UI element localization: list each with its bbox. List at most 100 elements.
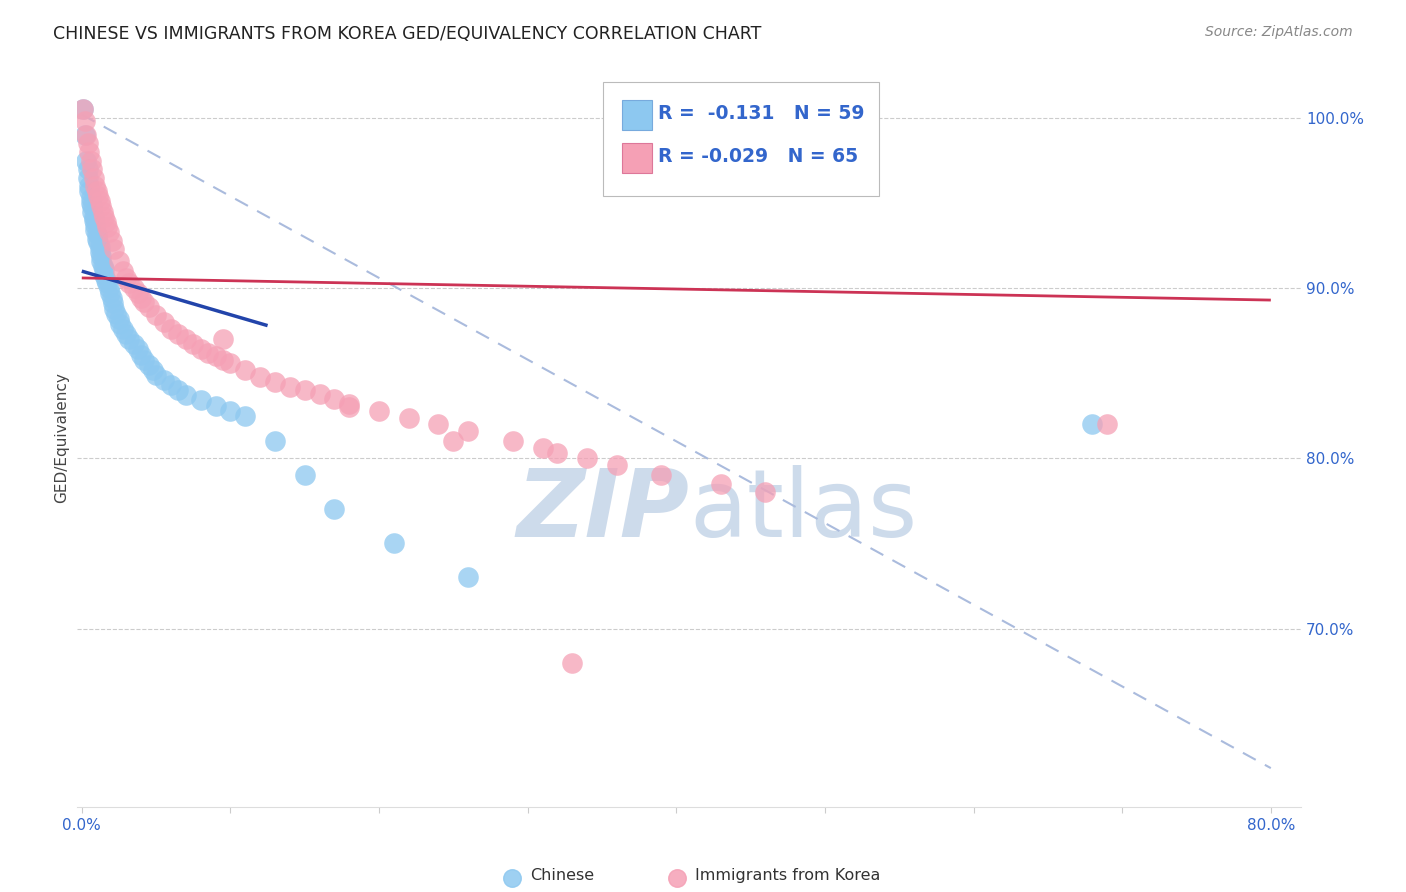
Point xyxy=(86,227,108,241)
Point xyxy=(145,368,167,382)
Text: Immigrants from Korea: Immigrants from Korea xyxy=(695,868,880,883)
Point xyxy=(294,468,316,483)
Point xyxy=(134,352,156,367)
Point xyxy=(152,315,174,329)
Point xyxy=(82,161,104,176)
Point xyxy=(754,485,776,500)
Point xyxy=(77,179,100,194)
Point xyxy=(94,215,117,229)
Point xyxy=(457,424,479,438)
Point xyxy=(323,392,346,406)
Point xyxy=(75,153,97,168)
Point xyxy=(576,451,599,466)
Y-axis label: GED/Equivalency: GED/Equivalency xyxy=(53,372,69,502)
Point xyxy=(167,384,190,398)
Point xyxy=(127,343,149,357)
Point xyxy=(76,136,98,151)
Point xyxy=(90,199,112,213)
Point xyxy=(84,223,107,237)
Text: atlas: atlas xyxy=(689,465,917,558)
Point xyxy=(100,234,122,248)
Bar xyxy=(621,100,652,130)
Point xyxy=(89,240,111,254)
Point xyxy=(101,296,124,310)
Point xyxy=(84,218,107,232)
Point xyxy=(115,271,138,285)
Text: R = -0.029   N = 65: R = -0.029 N = 65 xyxy=(658,147,859,166)
Point xyxy=(72,103,94,117)
Point xyxy=(219,356,242,370)
Point xyxy=(233,409,256,423)
Point xyxy=(650,468,672,483)
Point xyxy=(86,232,108,246)
Point xyxy=(93,210,115,224)
Point xyxy=(75,128,97,142)
Point xyxy=(398,410,420,425)
Point xyxy=(152,373,174,387)
Point xyxy=(308,386,330,401)
Point xyxy=(83,210,105,224)
Point xyxy=(441,434,464,449)
Point xyxy=(122,337,145,351)
Text: ZIP: ZIP xyxy=(516,465,689,558)
Point xyxy=(80,191,103,205)
Point xyxy=(323,502,346,516)
FancyBboxPatch shape xyxy=(603,82,879,196)
Point xyxy=(127,286,149,301)
Point xyxy=(174,332,197,346)
Point xyxy=(73,128,96,142)
Point xyxy=(87,235,110,250)
Point xyxy=(93,268,115,282)
Point xyxy=(337,397,360,411)
Point xyxy=(457,570,479,584)
Point xyxy=(142,363,165,377)
Point xyxy=(212,332,235,346)
Point xyxy=(77,145,100,159)
Point xyxy=(138,358,160,372)
Point xyxy=(103,242,125,256)
Point xyxy=(93,262,115,277)
Point xyxy=(91,204,114,219)
Point xyxy=(90,254,112,268)
Point xyxy=(110,317,132,331)
Point xyxy=(546,446,568,460)
Point xyxy=(710,476,733,491)
Point xyxy=(108,254,131,268)
Point xyxy=(160,322,183,336)
Bar xyxy=(621,143,652,173)
Point xyxy=(249,369,271,384)
Point xyxy=(204,399,226,413)
Point xyxy=(103,301,125,316)
Point xyxy=(1097,417,1119,432)
Point xyxy=(160,378,183,392)
Point xyxy=(204,349,226,363)
Point xyxy=(233,363,256,377)
Point xyxy=(72,103,94,117)
Point xyxy=(294,384,316,398)
Point xyxy=(145,309,167,323)
Point xyxy=(96,276,118,290)
Point xyxy=(174,388,197,402)
Point xyxy=(83,213,105,227)
Point xyxy=(87,189,110,203)
Point xyxy=(219,403,242,417)
Point xyxy=(337,401,360,415)
Point xyxy=(606,458,628,472)
Point xyxy=(531,441,554,455)
Point xyxy=(83,170,105,185)
Point xyxy=(118,332,141,346)
Point xyxy=(73,114,96,128)
Point xyxy=(84,179,107,194)
Point xyxy=(212,352,235,367)
Point xyxy=(1081,417,1104,432)
Point xyxy=(80,196,103,211)
Point xyxy=(76,161,98,176)
Text: R =  -0.131   N = 59: R = -0.131 N = 59 xyxy=(658,104,865,123)
Point xyxy=(94,273,117,287)
Point xyxy=(167,327,190,342)
Point xyxy=(197,346,219,360)
Point xyxy=(190,343,212,357)
Point xyxy=(129,347,152,361)
Point xyxy=(90,249,112,263)
Point xyxy=(97,225,120,239)
